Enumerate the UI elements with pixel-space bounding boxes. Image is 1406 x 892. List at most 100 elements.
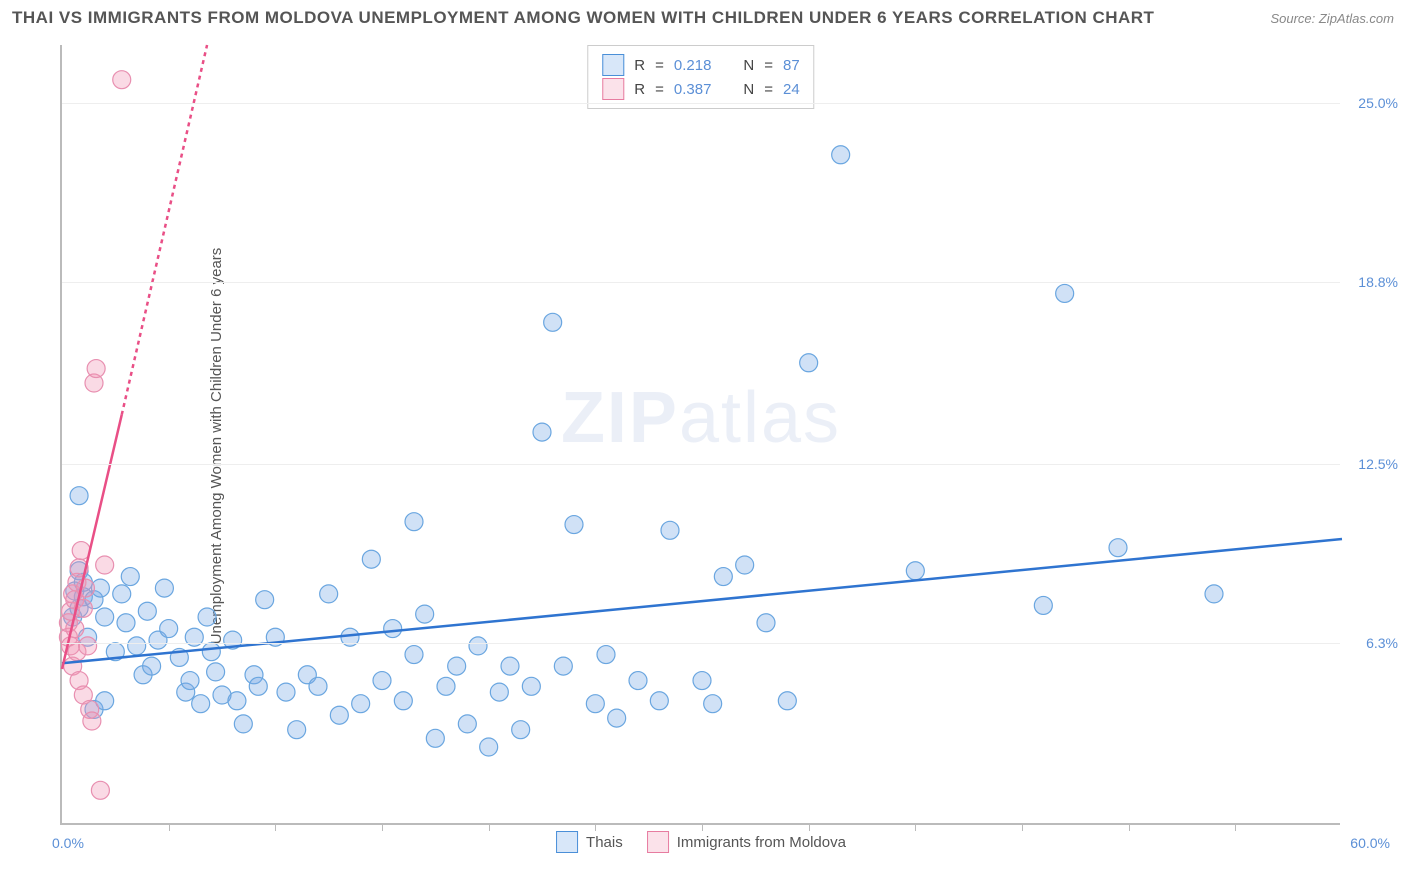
equals-sign: = <box>655 81 664 98</box>
scatter-point <box>736 556 754 574</box>
x-min-label: 0.0% <box>52 835 84 851</box>
scatter-point <box>832 146 850 164</box>
x-tick <box>382 823 383 831</box>
scatter-point <box>143 657 161 675</box>
scatter-point <box>330 706 348 724</box>
scatter-point <box>597 646 615 664</box>
n-value-blue: 87 <box>783 57 800 74</box>
x-tick <box>595 823 596 831</box>
scatter-point <box>113 585 131 603</box>
legend-label-thais: Thais <box>586 834 623 851</box>
y-tick-label: 18.8% <box>1358 274 1398 290</box>
series-legend: Thais Immigrants from Moldova <box>556 831 846 853</box>
scatter-point <box>288 721 306 739</box>
scatter-point <box>79 637 97 655</box>
scatter-point <box>565 516 583 534</box>
scatter-point <box>256 591 274 609</box>
x-tick <box>809 823 810 831</box>
scatter-point <box>96 556 114 574</box>
scatter-point <box>160 620 178 638</box>
r-label: R <box>634 57 645 74</box>
swatch-blue-icon <box>602 54 624 76</box>
scatter-point <box>1205 585 1223 603</box>
scatter-point <box>608 709 626 727</box>
scatter-point <box>228 692 246 710</box>
x-tick <box>1235 823 1236 831</box>
x-tick <box>915 823 916 831</box>
x-tick <box>702 823 703 831</box>
scatter-point <box>533 423 551 441</box>
source-link[interactable]: ZipAtlas.com <box>1319 11 1394 26</box>
scatter-point <box>1034 596 1052 614</box>
gridline <box>62 643 1340 644</box>
gridline <box>62 103 1340 104</box>
scatter-point <box>490 683 508 701</box>
n-label: N <box>743 57 754 74</box>
scatter-point <box>155 579 173 597</box>
scatter-point <box>83 712 101 730</box>
y-tick-label: 12.5% <box>1358 456 1398 472</box>
scatter-point <box>405 513 423 531</box>
legend-item-moldova: Immigrants from Moldova <box>647 831 846 853</box>
scatter-point <box>426 729 444 747</box>
equals-sign: = <box>764 81 773 98</box>
legend-item-thais: Thais <box>556 831 623 853</box>
swatch-pink-icon <box>647 831 669 853</box>
scatter-point <box>405 646 423 664</box>
scatter-point <box>778 692 796 710</box>
scatter-point <box>693 672 711 690</box>
scatter-point <box>373 672 391 690</box>
n-value-pink: 24 <box>783 81 800 98</box>
scatter-point <box>661 521 679 539</box>
scatter-point <box>309 677 327 695</box>
scatter-point <box>448 657 466 675</box>
x-max-label: 60.0% <box>1350 835 1390 851</box>
plot-area: ZIPatlas R = 0.218 N = 87 R = 0.387 N = … <box>60 45 1340 825</box>
source-credit: Source: ZipAtlas.com <box>1270 11 1394 26</box>
legend-label-moldova: Immigrants from Moldova <box>677 834 846 851</box>
stats-legend: R = 0.218 N = 87 R = 0.387 N = 24 <box>587 45 814 109</box>
scatter-point <box>362 550 380 568</box>
stats-row-blue: R = 0.218 N = 87 <box>602 54 799 76</box>
scatter-point <box>480 738 498 756</box>
equals-sign: = <box>655 57 664 74</box>
stats-row-pink: R = 0.387 N = 24 <box>602 78 799 100</box>
scatter-point <box>192 695 210 713</box>
scatter-point <box>70 487 88 505</box>
scatter-point <box>87 360 105 378</box>
x-tick <box>489 823 490 831</box>
scatter-point <box>277 683 295 701</box>
scatter-point <box>181 672 199 690</box>
scatter-point <box>650 692 668 710</box>
scatter-point <box>198 608 216 626</box>
chart-title: THAI VS IMMIGRANTS FROM MOLDOVA UNEMPLOY… <box>12 8 1154 28</box>
scatter-point <box>714 568 732 586</box>
gridline <box>62 464 1340 465</box>
scatter-point <box>384 620 402 638</box>
scatter-point <box>554 657 572 675</box>
scatter-point <box>906 562 924 580</box>
trend-line <box>62 539 1342 663</box>
scatter-point <box>202 643 220 661</box>
gridline <box>62 282 1340 283</box>
y-tick-label: 6.3% <box>1366 635 1398 651</box>
scatter-point <box>121 568 139 586</box>
source-prefix: Source: <box>1270 11 1318 26</box>
x-tick <box>1022 823 1023 831</box>
scatter-point <box>320 585 338 603</box>
scatter-point <box>458 715 476 733</box>
r-value-pink: 0.387 <box>674 81 712 98</box>
scatter-point <box>800 354 818 372</box>
scatter-point <box>394 692 412 710</box>
scatter-point <box>66 620 84 638</box>
swatch-pink-icon <box>602 78 624 100</box>
r-label: R <box>634 81 645 98</box>
trend-line <box>122 45 207 415</box>
plot-svg <box>62 45 1340 823</box>
x-tick <box>275 823 276 831</box>
n-label: N <box>743 81 754 98</box>
scatter-point <box>629 672 647 690</box>
scatter-point <box>501 657 519 675</box>
scatter-point <box>117 614 135 632</box>
scatter-point <box>91 781 109 799</box>
